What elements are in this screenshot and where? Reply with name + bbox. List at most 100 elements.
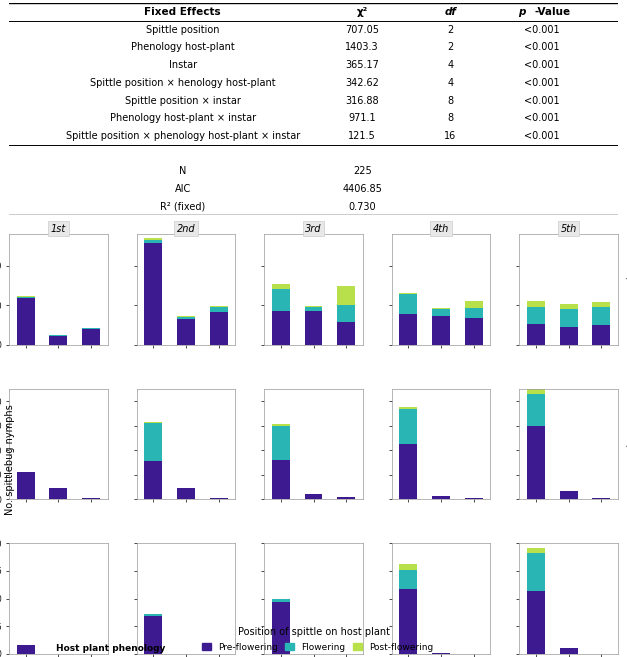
Bar xyxy=(593,302,610,307)
Bar xyxy=(144,243,162,345)
Text: N: N xyxy=(179,166,186,176)
Bar xyxy=(399,564,418,570)
Bar xyxy=(593,307,610,325)
Text: Fixed Effects: Fixed Effects xyxy=(144,7,221,17)
Text: 4: 4 xyxy=(447,78,453,88)
Text: No. spittlebug nymphs: No. spittlebug nymphs xyxy=(5,405,15,515)
Bar xyxy=(272,284,290,289)
Bar xyxy=(50,336,68,345)
Y-axis label: A. alni: A. alni xyxy=(624,587,627,610)
Text: -Value: -Value xyxy=(534,7,571,17)
Bar xyxy=(209,306,228,307)
Bar xyxy=(82,328,100,329)
Text: 365.17: 365.17 xyxy=(345,60,379,70)
Bar xyxy=(399,409,418,444)
Text: <0.001: <0.001 xyxy=(524,113,559,124)
Bar xyxy=(177,317,195,319)
Title: 2nd: 2nd xyxy=(177,223,195,234)
Bar xyxy=(209,498,228,499)
Bar xyxy=(177,488,195,499)
Bar xyxy=(50,335,68,336)
Bar xyxy=(17,645,34,654)
Text: <0.001: <0.001 xyxy=(524,131,559,141)
Bar xyxy=(559,648,577,654)
Bar xyxy=(593,498,610,499)
Text: 971.1: 971.1 xyxy=(349,113,376,124)
Text: Spittle position × instar: Spittle position × instar xyxy=(125,95,241,106)
Bar xyxy=(272,426,290,460)
Bar xyxy=(305,306,322,307)
Text: Instar: Instar xyxy=(169,60,197,70)
Bar xyxy=(527,553,545,591)
Text: 16: 16 xyxy=(444,131,456,141)
Bar xyxy=(559,304,577,309)
Bar xyxy=(272,424,290,426)
Bar xyxy=(144,423,162,461)
Bar xyxy=(432,315,450,345)
Bar xyxy=(337,497,355,499)
Bar xyxy=(337,323,355,345)
Bar xyxy=(432,495,450,499)
Bar xyxy=(17,297,34,298)
Bar xyxy=(432,309,450,315)
Text: 316.88: 316.88 xyxy=(345,95,379,106)
Bar xyxy=(399,293,418,294)
Bar xyxy=(144,461,162,499)
Bar xyxy=(272,289,290,311)
Bar xyxy=(82,329,100,345)
Title: 3rd: 3rd xyxy=(305,223,322,234)
Bar xyxy=(144,238,162,240)
Text: 4406.85: 4406.85 xyxy=(342,184,382,194)
Text: χ²: χ² xyxy=(357,7,368,17)
Bar xyxy=(527,591,545,654)
Bar xyxy=(305,311,322,345)
Bar xyxy=(593,325,610,345)
Bar xyxy=(144,614,162,616)
Text: 0.730: 0.730 xyxy=(349,202,376,212)
Bar xyxy=(305,494,322,499)
Bar xyxy=(527,394,545,426)
Bar xyxy=(465,498,483,499)
Text: 121.5: 121.5 xyxy=(348,131,376,141)
Text: <0.001: <0.001 xyxy=(524,60,559,70)
Bar xyxy=(465,318,483,345)
Text: <0.001: <0.001 xyxy=(524,95,559,106)
Bar xyxy=(527,307,545,324)
Bar xyxy=(399,294,418,315)
Bar xyxy=(432,307,450,309)
Bar xyxy=(17,472,34,499)
Bar xyxy=(272,460,290,499)
Bar xyxy=(209,311,228,345)
Text: 225: 225 xyxy=(353,166,372,176)
Y-axis label: N. campestris: N. campestris xyxy=(624,418,627,470)
Bar xyxy=(527,548,545,553)
Text: 4: 4 xyxy=(447,60,453,70)
Bar xyxy=(399,570,418,589)
Bar xyxy=(399,407,418,409)
Text: <0.001: <0.001 xyxy=(524,43,559,53)
Text: R² (fixed): R² (fixed) xyxy=(160,202,206,212)
Bar xyxy=(144,616,162,654)
Text: 707.05: 707.05 xyxy=(345,25,379,35)
Text: 1403.3: 1403.3 xyxy=(345,43,379,53)
Text: Spittle position: Spittle position xyxy=(146,25,219,35)
Bar xyxy=(399,444,418,499)
Text: <0.001: <0.001 xyxy=(524,25,559,35)
Bar xyxy=(432,652,450,654)
Bar xyxy=(209,307,228,311)
Bar xyxy=(177,319,195,345)
Bar xyxy=(527,426,545,499)
Title: 4th: 4th xyxy=(433,223,449,234)
Bar xyxy=(17,298,34,345)
Bar xyxy=(559,491,577,499)
Text: <0.001: <0.001 xyxy=(524,78,559,88)
Text: Position of spittle on host plant: Position of spittle on host plant xyxy=(238,627,389,637)
Text: AIC: AIC xyxy=(174,184,191,194)
Bar xyxy=(82,498,100,499)
Title: 5th: 5th xyxy=(561,223,577,234)
Text: 8: 8 xyxy=(447,113,453,124)
Legend: Pre-flowering, Flowering, Post-flowering: Pre-flowering, Flowering, Post-flowering xyxy=(202,643,433,652)
Bar xyxy=(337,286,355,306)
Text: df: df xyxy=(445,7,456,17)
Bar xyxy=(272,599,290,602)
